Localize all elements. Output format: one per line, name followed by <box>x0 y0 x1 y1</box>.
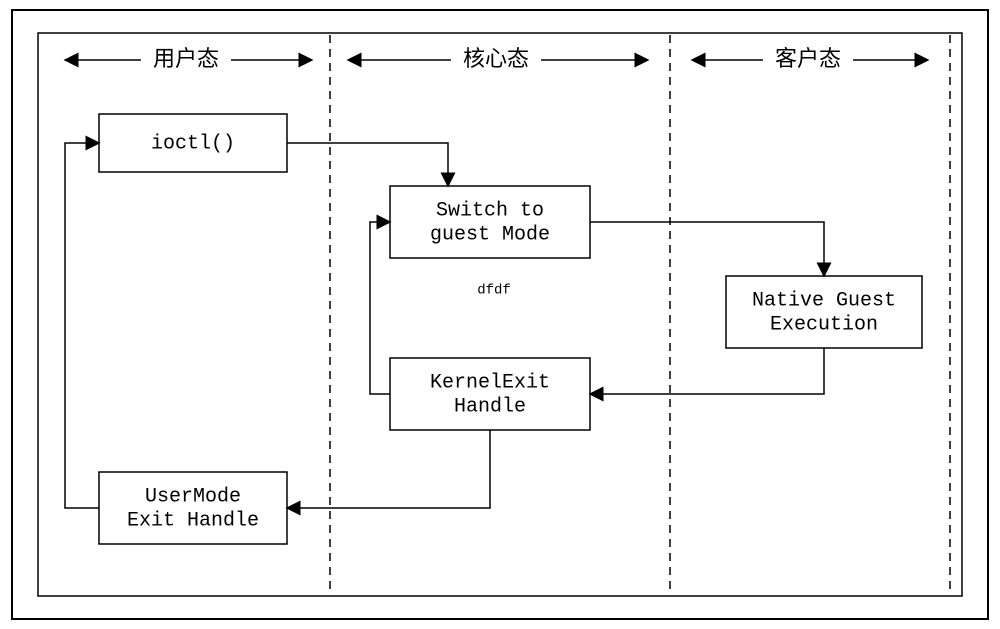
column-label-guest: 客户态 <box>775 47 841 73</box>
node-label-user_exit-1: Exit Handle <box>127 509 259 532</box>
column-label-kernel: 核心态 <box>463 47 529 73</box>
node-label-kernel_exit-0: KernelExit <box>430 371 550 394</box>
node-ioctl: ioctl() <box>99 114 287 172</box>
edge-kernel_exit-to-switch <box>370 222 390 394</box>
node-label-ioctl-0: ioctl() <box>151 132 235 155</box>
node-label-switch-0: Switch to <box>436 199 544 222</box>
free-text-dfdf: dfdf <box>477 283 511 299</box>
edge-kernel_exit-to-user_exit <box>287 430 490 508</box>
node-label-native-0: Native Guest <box>752 289 896 312</box>
node-kernel_exit: KernelExitHandle <box>390 358 590 430</box>
edge-ioctl-to-switch <box>287 143 448 186</box>
node-label-kernel_exit-1: Handle <box>454 395 526 418</box>
node-native: Native GuestExecution <box>726 276 922 348</box>
column-label-user: 用户态 <box>153 47 219 73</box>
node-label-user_exit-0: UserMode <box>145 485 241 508</box>
edge-switch-to-native <box>590 222 824 276</box>
node-user_exit: UserModeExit Handle <box>99 472 287 544</box>
column-header-kernel: 核心态 <box>348 47 648 73</box>
edge-native-to-kernel_exit <box>590 348 824 394</box>
node-label-switch-1: guest Mode <box>430 223 550 246</box>
column-header-guest: 客户态 <box>692 47 928 73</box>
node-label-native-1: Execution <box>770 313 878 336</box>
column-header-user: 用户态 <box>65 47 312 73</box>
edge-user_exit-to-ioctl <box>65 143 99 508</box>
node-switch: Switch toguest Mode <box>390 186 590 258</box>
